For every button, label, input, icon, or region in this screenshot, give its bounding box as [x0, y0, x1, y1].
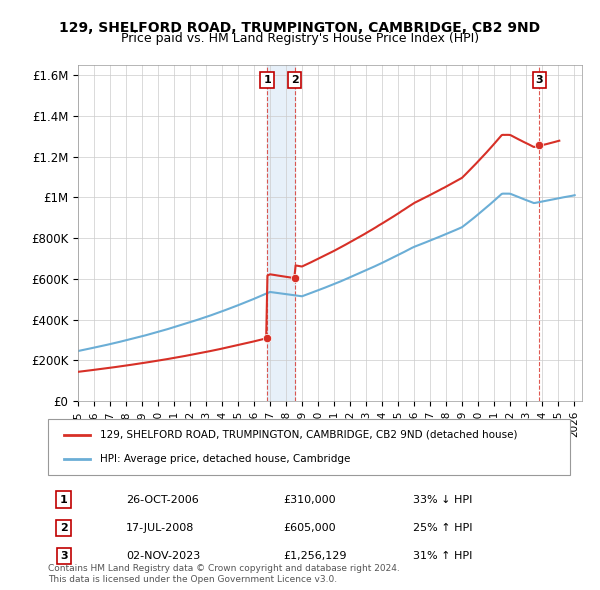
Text: This data is licensed under the Open Government Licence v3.0.: This data is licensed under the Open Gov… — [48, 575, 337, 584]
Text: HPI: Average price, detached house, Cambridge: HPI: Average price, detached house, Camb… — [100, 454, 350, 464]
Text: 129, SHELFORD ROAD, TRUMPINGTON, CAMBRIDGE, CB2 9ND: 129, SHELFORD ROAD, TRUMPINGTON, CAMBRID… — [59, 21, 541, 35]
Text: 17-JUL-2008: 17-JUL-2008 — [127, 523, 194, 533]
Text: £1,256,129: £1,256,129 — [283, 551, 346, 561]
Text: 2: 2 — [60, 523, 68, 533]
Text: 1: 1 — [60, 494, 68, 504]
Text: 26-OCT-2006: 26-OCT-2006 — [127, 494, 199, 504]
Text: 129, SHELFORD ROAD, TRUMPINGTON, CAMBRIDGE, CB2 9ND (detached house): 129, SHELFORD ROAD, TRUMPINGTON, CAMBRID… — [100, 430, 518, 440]
FancyBboxPatch shape — [48, 419, 570, 475]
Text: 1: 1 — [263, 75, 271, 85]
Text: 25% ↑ HPI: 25% ↑ HPI — [413, 523, 473, 533]
Text: 2: 2 — [291, 75, 299, 85]
Bar — [267, 65, 295, 401]
Text: Price paid vs. HM Land Registry's House Price Index (HPI): Price paid vs. HM Land Registry's House … — [121, 32, 479, 45]
Text: 31% ↑ HPI: 31% ↑ HPI — [413, 551, 473, 561]
Text: 3: 3 — [60, 551, 67, 561]
Text: 02-NOV-2023: 02-NOV-2023 — [127, 551, 200, 561]
Text: 3: 3 — [536, 75, 543, 85]
Text: £310,000: £310,000 — [283, 494, 335, 504]
Text: Contains HM Land Registry data © Crown copyright and database right 2024.: Contains HM Land Registry data © Crown c… — [48, 565, 400, 573]
Text: 33% ↓ HPI: 33% ↓ HPI — [413, 494, 473, 504]
Text: £605,000: £605,000 — [283, 523, 335, 533]
